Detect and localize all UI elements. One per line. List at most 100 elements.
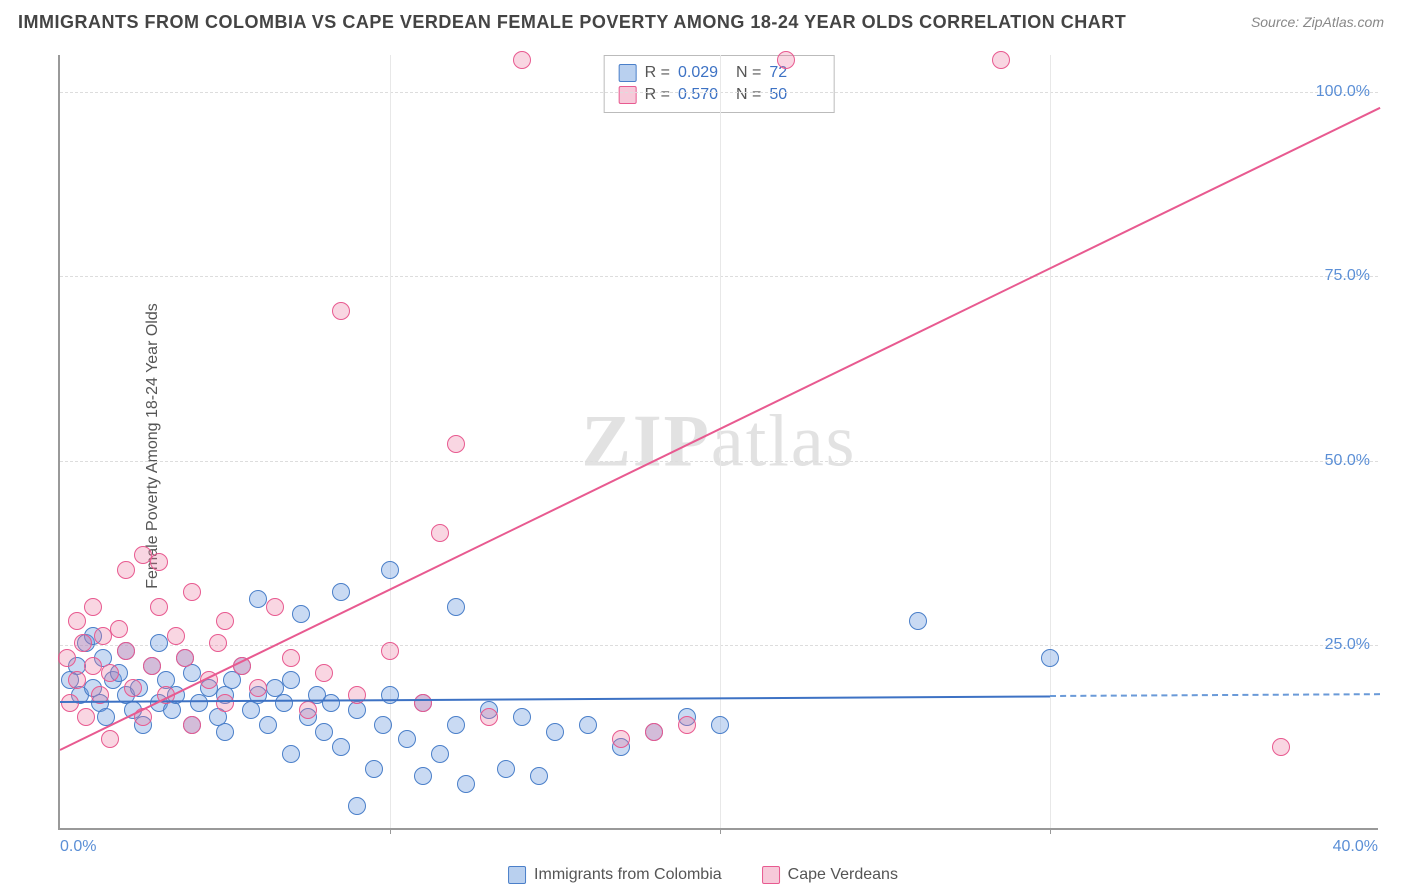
y-tick-label: 100.0% — [1316, 83, 1370, 101]
data-point-blue — [365, 760, 383, 778]
data-point-pink — [447, 435, 465, 453]
source-value: ZipAtlas.com — [1303, 14, 1384, 30]
data-point-pink — [101, 730, 119, 748]
data-point-pink — [216, 694, 234, 712]
trendline-blue-dashed — [1050, 693, 1380, 697]
r-label: R = — [645, 86, 670, 104]
data-point-blue — [216, 723, 234, 741]
watermark: ZIPatlas — [582, 399, 857, 484]
data-point-blue — [1041, 649, 1059, 667]
x-tick-mark — [720, 828, 721, 834]
data-point-blue — [150, 634, 168, 652]
data-point-pink — [777, 51, 795, 69]
x-tick-label-end: 40.0% — [1333, 838, 1378, 856]
gridline-h — [60, 92, 1378, 93]
source-label: Source: — [1251, 14, 1299, 30]
legend-label-pink: Cape Verdeans — [788, 866, 898, 884]
swatch-pink-icon — [619, 86, 637, 104]
data-point-blue — [374, 716, 392, 734]
stats-row-pink: R = 0.570 N = 50 — [619, 84, 820, 106]
data-point-pink — [94, 627, 112, 645]
data-point-pink — [249, 679, 267, 697]
data-point-blue — [579, 716, 597, 734]
data-point-blue — [530, 767, 548, 785]
data-point-pink — [678, 716, 696, 734]
data-point-pink — [431, 524, 449, 542]
data-point-blue — [457, 775, 475, 793]
data-point-pink — [992, 51, 1010, 69]
data-point-blue — [348, 797, 366, 815]
data-point-pink — [134, 546, 152, 564]
swatch-blue-icon — [508, 866, 526, 884]
data-point-blue — [332, 738, 350, 756]
data-point-pink — [513, 51, 531, 69]
data-point-pink — [143, 657, 161, 675]
data-point-pink — [84, 657, 102, 675]
data-point-blue — [909, 612, 927, 630]
data-point-pink — [209, 634, 227, 652]
legend-item-pink: Cape Verdeans — [762, 866, 898, 884]
data-point-pink — [612, 730, 630, 748]
data-point-pink — [58, 649, 76, 667]
n-value-blue: 72 — [769, 64, 819, 82]
data-point-pink — [299, 701, 317, 719]
data-point-pink — [183, 716, 201, 734]
scatter-plot-area: ZIPatlas R = 0.029 N = 72 R = 0.570 N = … — [58, 55, 1378, 830]
data-point-blue — [381, 686, 399, 704]
y-tick-label: 25.0% — [1325, 636, 1370, 654]
data-point-pink — [110, 620, 128, 638]
n-label: N = — [736, 86, 761, 104]
data-point-pink — [216, 612, 234, 630]
n-value-pink: 50 — [769, 86, 819, 104]
chart-title: IMMIGRANTS FROM COLOMBIA VS CAPE VERDEAN… — [18, 12, 1126, 33]
data-point-pink — [266, 598, 284, 616]
data-point-pink — [150, 553, 168, 571]
data-point-blue — [398, 730, 416, 748]
data-point-pink — [315, 664, 333, 682]
y-tick-label: 50.0% — [1325, 452, 1370, 470]
data-point-pink — [68, 671, 86, 689]
data-point-blue — [332, 583, 350, 601]
data-point-blue — [322, 694, 340, 712]
data-point-blue — [711, 716, 729, 734]
data-point-blue — [275, 694, 293, 712]
data-point-pink — [117, 642, 135, 660]
data-point-pink — [348, 686, 366, 704]
legend-item-blue: Immigrants from Colombia — [508, 866, 722, 884]
data-point-blue — [292, 605, 310, 623]
data-point-blue — [414, 767, 432, 785]
data-point-pink — [68, 612, 86, 630]
data-point-pink — [1272, 738, 1290, 756]
gridline-h — [60, 461, 1378, 462]
data-point-blue — [447, 598, 465, 616]
data-point-blue — [282, 745, 300, 763]
data-point-blue — [315, 723, 333, 741]
data-point-pink — [282, 649, 300, 667]
source-citation: Source: ZipAtlas.com — [1251, 14, 1384, 30]
data-point-pink — [150, 598, 168, 616]
legend: Immigrants from Colombia Cape Verdeans — [508, 866, 898, 884]
data-point-pink — [381, 642, 399, 660]
n-label: N = — [736, 64, 761, 82]
correlation-stats-box: R = 0.029 N = 72 R = 0.570 N = 50 — [604, 55, 835, 113]
y-tick-label: 75.0% — [1325, 267, 1370, 285]
swatch-pink-icon — [762, 866, 780, 884]
gridline-h — [60, 645, 1378, 646]
r-label: R = — [645, 64, 670, 82]
data-point-pink — [101, 664, 119, 682]
data-point-pink — [167, 627, 185, 645]
data-point-blue — [259, 716, 277, 734]
data-point-blue — [249, 590, 267, 608]
data-point-pink — [480, 708, 498, 726]
data-point-blue — [513, 708, 531, 726]
gridline-v — [1050, 55, 1051, 828]
x-tick-mark — [1050, 828, 1051, 834]
data-point-pink — [414, 694, 432, 712]
data-point-blue — [381, 561, 399, 579]
data-point-blue — [282, 671, 300, 689]
gridline-v — [720, 55, 721, 828]
gridline-v — [390, 55, 391, 828]
data-point-pink — [332, 302, 350, 320]
data-point-blue — [447, 716, 465, 734]
data-point-blue — [497, 760, 515, 778]
